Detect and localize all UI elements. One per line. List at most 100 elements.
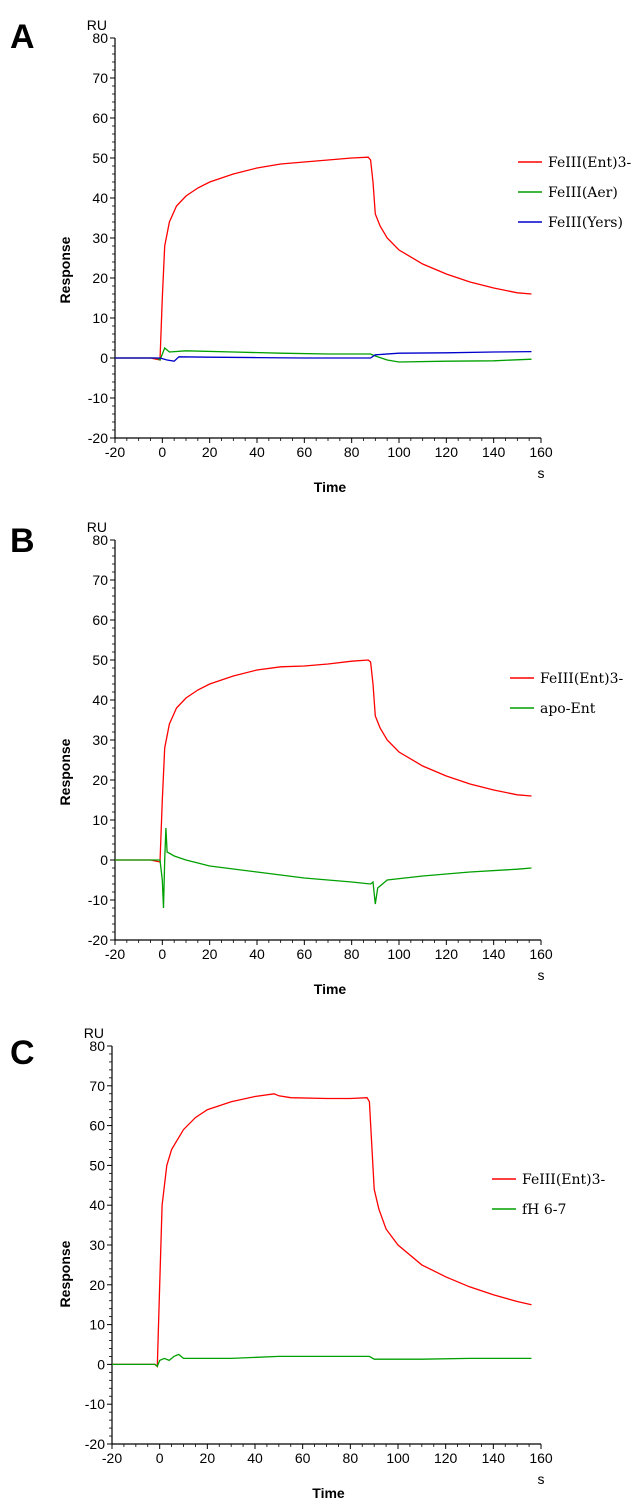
y-tick-label: 40 bbox=[92, 692, 108, 708]
y-tick-label: -20 bbox=[88, 430, 108, 446]
x-tick-label: 140 bbox=[482, 946, 506, 962]
y-tick-label: 70 bbox=[92, 70, 108, 86]
panel-label: B bbox=[10, 522, 35, 560]
x-tick-label: 0 bbox=[158, 444, 166, 460]
y-tick-label: 50 bbox=[92, 150, 108, 166]
y-tick-label: 30 bbox=[92, 230, 108, 246]
y-unit-label: RU bbox=[84, 1025, 104, 1041]
x-unit-label: s bbox=[538, 967, 545, 983]
x-tick-label: -20 bbox=[105, 946, 125, 962]
x-tick-label: 140 bbox=[482, 444, 506, 460]
chart-panel-a: A 80 70 60 50 40 30 20 10 0 -10 -20 -20 0 20 40 60 80 100… bbox=[0, 0, 635, 502]
y-tick-label: 10 bbox=[92, 310, 108, 326]
x-tick-label: 160 bbox=[529, 444, 553, 460]
y-tick-label: 20 bbox=[92, 270, 108, 286]
y-tick-label: 30 bbox=[89, 1237, 105, 1253]
legend-label: FeIII(Ent)3- bbox=[548, 155, 632, 171]
series-line-2 bbox=[112, 1353, 532, 1368]
x-tick-label: 60 bbox=[297, 444, 313, 460]
legend-label: FeIII(Ent)3- bbox=[522, 1172, 606, 1188]
legend: FeIII(Ent)3- FeIII(Aer) FeIII(Yers) bbox=[518, 155, 632, 231]
x-tick-label: 120 bbox=[435, 444, 459, 460]
legend: FeIII(Ent)3- fH 6-7 bbox=[492, 1172, 606, 1218]
x-unit-label: s bbox=[538, 465, 545, 481]
panel-label: C bbox=[10, 1034, 35, 1072]
series-line-3 bbox=[115, 350, 532, 362]
legend-label: FeIII(Aer) bbox=[548, 185, 618, 201]
y-tick-label: 20 bbox=[92, 772, 108, 788]
legend-label: apo-Ent bbox=[540, 701, 596, 717]
x-tick-label: 0 bbox=[156, 1450, 164, 1466]
x-tick-label: 0 bbox=[158, 946, 166, 962]
y-tick-label: 50 bbox=[92, 652, 108, 668]
x-tick-label: -20 bbox=[105, 444, 125, 460]
y-tick-label: 70 bbox=[89, 1078, 105, 1094]
legend-label: FeIII(Yers) bbox=[548, 215, 623, 231]
y-tick-label: 60 bbox=[89, 1118, 105, 1134]
legend: FeIII(Ent)3- apo-Ent bbox=[510, 671, 624, 717]
y-tick-label: 30 bbox=[92, 732, 108, 748]
y-tick-label: 40 bbox=[92, 190, 108, 206]
x-tick-label: 160 bbox=[529, 946, 553, 962]
series-lines bbox=[112, 1093, 532, 1368]
x-tick-label: 40 bbox=[249, 444, 265, 460]
y-tick-label: -20 bbox=[88, 932, 108, 948]
x-tick-label: 100 bbox=[387, 444, 411, 460]
y-tick-label: 60 bbox=[92, 110, 108, 126]
x-tick-label: 40 bbox=[249, 946, 265, 962]
x-tick-label: 20 bbox=[202, 444, 218, 460]
series-line-2 bbox=[115, 346, 532, 363]
y-tick-label: 20 bbox=[89, 1277, 105, 1293]
y-axis-title: Response bbox=[57, 738, 73, 805]
y-tick-label: 10 bbox=[89, 1317, 105, 1333]
y-axis-title: Response bbox=[57, 1240, 73, 1307]
legend-label: fH 6-7 bbox=[522, 1202, 566, 1218]
x-tick-label: 120 bbox=[434, 1450, 458, 1466]
x-tick-label: 60 bbox=[297, 946, 313, 962]
y-tick-label: 80 bbox=[92, 30, 108, 46]
y-tick-label: -20 bbox=[85, 1436, 105, 1452]
x-tick-label: 20 bbox=[202, 946, 218, 962]
series-line-1 bbox=[115, 659, 532, 863]
x-tick-label: 80 bbox=[344, 444, 360, 460]
x-tick-label: 80 bbox=[343, 1450, 359, 1466]
y-tick-label: 0 bbox=[97, 1356, 105, 1372]
series-line-2 bbox=[115, 827, 532, 909]
y-tick-label: 80 bbox=[92, 532, 108, 548]
legend-label: FeIII(Ent)3- bbox=[540, 671, 624, 687]
series-line-1 bbox=[115, 156, 532, 361]
x-tick-label: 100 bbox=[386, 1450, 410, 1466]
x-tick-label: 40 bbox=[247, 1450, 263, 1466]
x-tick-label: 120 bbox=[435, 946, 459, 962]
y-tick-label: 50 bbox=[89, 1157, 105, 1173]
x-tick-label: -20 bbox=[102, 1450, 122, 1466]
series-line-1 bbox=[112, 1093, 532, 1368]
y-tick-label: 60 bbox=[92, 612, 108, 628]
y-tick-label: -10 bbox=[88, 390, 108, 406]
y-tick-label: 0 bbox=[100, 852, 108, 868]
x-tick-label: 160 bbox=[529, 1450, 553, 1466]
chart-panel-b: B 80 70 60 50 40 30 20 10 0 -10 -20 -20 0 20 40 60 80 100… bbox=[0, 502, 635, 1004]
y-tick-label: 70 bbox=[92, 572, 108, 588]
series-lines bbox=[115, 156, 532, 363]
x-axis-title: Time bbox=[314, 981, 347, 997]
x-tick-label: 140 bbox=[482, 1450, 506, 1466]
y-tick-label: 40 bbox=[89, 1197, 105, 1213]
y-tick-label: 10 bbox=[92, 812, 108, 828]
y-unit-label: RU bbox=[87, 17, 107, 33]
y-axis-title: Response bbox=[57, 236, 73, 303]
x-tick-label: 20 bbox=[200, 1450, 216, 1466]
x-tick-label: 100 bbox=[387, 946, 411, 962]
x-axis-title: Time bbox=[314, 479, 347, 495]
y-tick-label: -10 bbox=[88, 892, 108, 908]
y-tick-label: 0 bbox=[100, 350, 108, 366]
chart-panel-c: C 80 70 60 50 40 30 20 10 0 -10 -20 -20 0 20 40 60 80 100… bbox=[0, 1004, 635, 1506]
y-tick-label: -10 bbox=[85, 1396, 105, 1412]
x-axis-title: Time bbox=[312, 1485, 345, 1501]
